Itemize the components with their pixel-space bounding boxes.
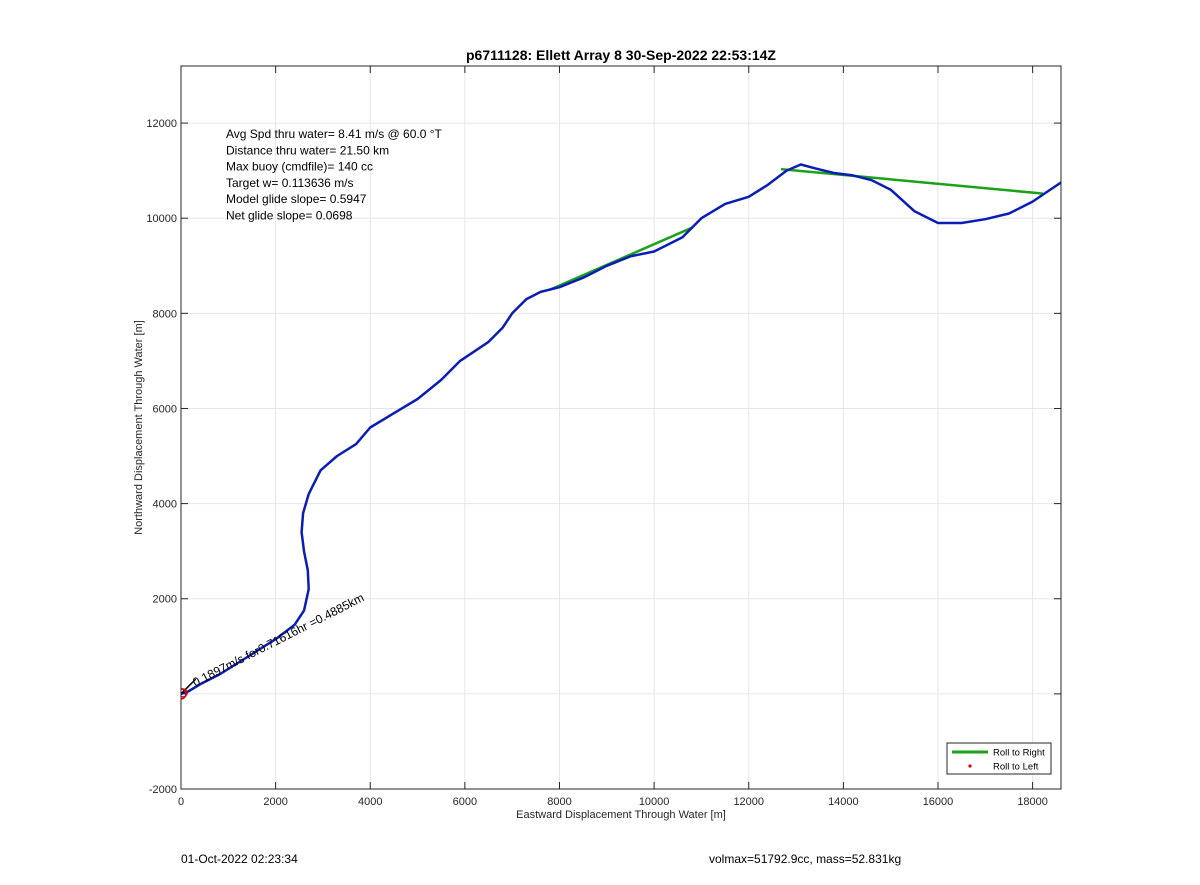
y-tick-label: 12000 — [146, 118, 177, 130]
series-line-2 — [181, 678, 196, 695]
volume-mass-label: volmax=51792.9cc, mass=52.831kg — [709, 852, 902, 866]
x-tick-label: 16000 — [923, 796, 954, 808]
x-tick-label: 14000 — [828, 796, 859, 808]
stats-line: Distance thru water= 21.50 km — [226, 143, 389, 157]
series-group — [181, 163, 1061, 700]
timestamp-label: 01-Oct-2022 02:23:34 — [181, 852, 298, 866]
x-tick-label: 10000 — [639, 796, 670, 808]
axes-box — [180, 65, 1062, 790]
stats-line: Target w= 0.113636 m/s — [226, 176, 354, 190]
legend-box — [946, 742, 1052, 775]
x-tick-label: 2000 — [263, 796, 287, 808]
x-tick-label: 6000 — [453, 796, 477, 808]
y-tick-label: 2000 — [153, 594, 177, 606]
x-tick-label: 4000 — [358, 796, 382, 808]
y-tick-label: 6000 — [153, 403, 177, 415]
y-axis-label: Northward Displacement Through Water [m] — [133, 320, 145, 535]
series-line-0 — [548, 226, 694, 291]
chart-title: p6711128: Ellett Array 8 30-Sep-2022 22:… — [466, 47, 776, 63]
x-tick-label: 18000 — [1017, 796, 1048, 808]
legend-label: Roll to Right — [993, 748, 1045, 759]
y-tick-label: 10000 — [146, 213, 177, 225]
glider-track-chart: 0 2000 4000 6000 8000 10000 12000 14000 16000 180… — [133, 47, 1062, 821]
stats-line: Net glide slope= 0.0698 — [226, 209, 353, 223]
series-line-1 — [181, 163, 1061, 696]
stats-line: Model glide slope= 0.5947 — [226, 192, 367, 206]
y-tick-label: 8000 — [153, 308, 177, 320]
x-tick-label: 12000 — [733, 796, 764, 808]
x-tick-label: 8000 — [547, 796, 571, 808]
plot-area — [181, 66, 1061, 789]
start-marker — [181, 688, 187, 700]
x-axis-label: Eastward Displacement Through Water [m] — [516, 809, 726, 821]
series-line-0 — [780, 167, 1044, 195]
legend-swatch-dot — [968, 764, 972, 768]
stats-line: Max buoy (cmdfile)= 140 cc — [226, 160, 373, 174]
legend-label: Roll to Left — [993, 762, 1039, 773]
start-marker-2 — [181, 688, 188, 698]
y-tick-label: 4000 — [153, 499, 177, 511]
stats-line: Avg Spd thru water= 8.41 m/s @ 60.0 °T — [226, 127, 443, 141]
y-tick-label: -2000 — [149, 784, 177, 796]
x-tick-label: 0 — [178, 796, 184, 808]
